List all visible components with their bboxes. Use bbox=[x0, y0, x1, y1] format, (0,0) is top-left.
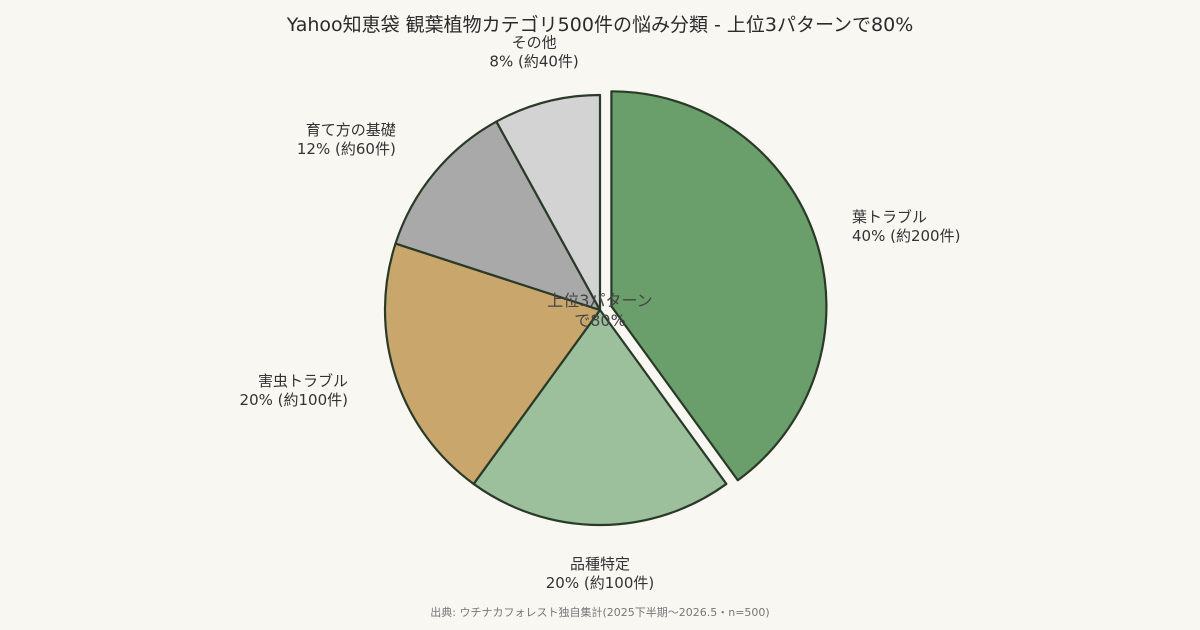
center-label-line-1: で80% bbox=[574, 311, 626, 330]
slice-label-4: その他 8% (約40件) bbox=[489, 33, 578, 70]
center-label-layer: 上位3パターンで80% bbox=[547, 291, 652, 330]
slice-value-0: 40% (約200件) bbox=[852, 227, 960, 245]
slice-name-1: 品種特定 bbox=[570, 555, 630, 573]
slice-name-0: 葉トラブル bbox=[852, 208, 927, 226]
slice-label-0: 葉トラブル 40% (約200件) bbox=[852, 208, 960, 245]
pie-slice-2 bbox=[383, 242, 602, 486]
pie-slice-4 bbox=[495, 93, 602, 312]
slice-value-3: 12% (約60件) bbox=[297, 140, 396, 158]
center-label-line-0: 上位3パターン bbox=[547, 291, 652, 310]
source-note: 出典: ウチナカフォレスト独自集計(2025下半期〜2026.5・n=500) bbox=[430, 606, 770, 619]
slice-value-2: 20% (約100件) bbox=[240, 391, 348, 409]
slice-label-3: 育て方の基礎 12% (約60件) bbox=[297, 121, 396, 158]
pie-slice-1 bbox=[472, 308, 728, 527]
slice-name-3: 育て方の基礎 bbox=[306, 121, 396, 139]
slice-value-1: 20% (約100件) bbox=[546, 574, 654, 592]
slice-name-2: 害虫トラブル bbox=[258, 372, 348, 390]
pie-slice-3 bbox=[394, 120, 602, 312]
center-label: 上位3パターンで80% bbox=[547, 291, 652, 330]
labels-layer: 葉トラブル 40% (約200件)品種特定 20% (約100件)害虫トラブル 20%… bbox=[240, 33, 961, 592]
slice-value-4: 8% (約40件) bbox=[489, 52, 578, 70]
slice-name-4: その他 bbox=[512, 33, 557, 51]
pie-slice-0 bbox=[610, 90, 828, 482]
slice-label-2: 害虫トラブル 20% (約100件) bbox=[240, 372, 348, 409]
slices-layer bbox=[383, 90, 828, 527]
slice-label-1: 品種特定 20% (約100件) bbox=[546, 555, 654, 592]
chart-title: Yahoo知恵袋 観葉植物カテゴリ500件の悩み分類 - 上位3パターンで80% bbox=[286, 14, 914, 36]
